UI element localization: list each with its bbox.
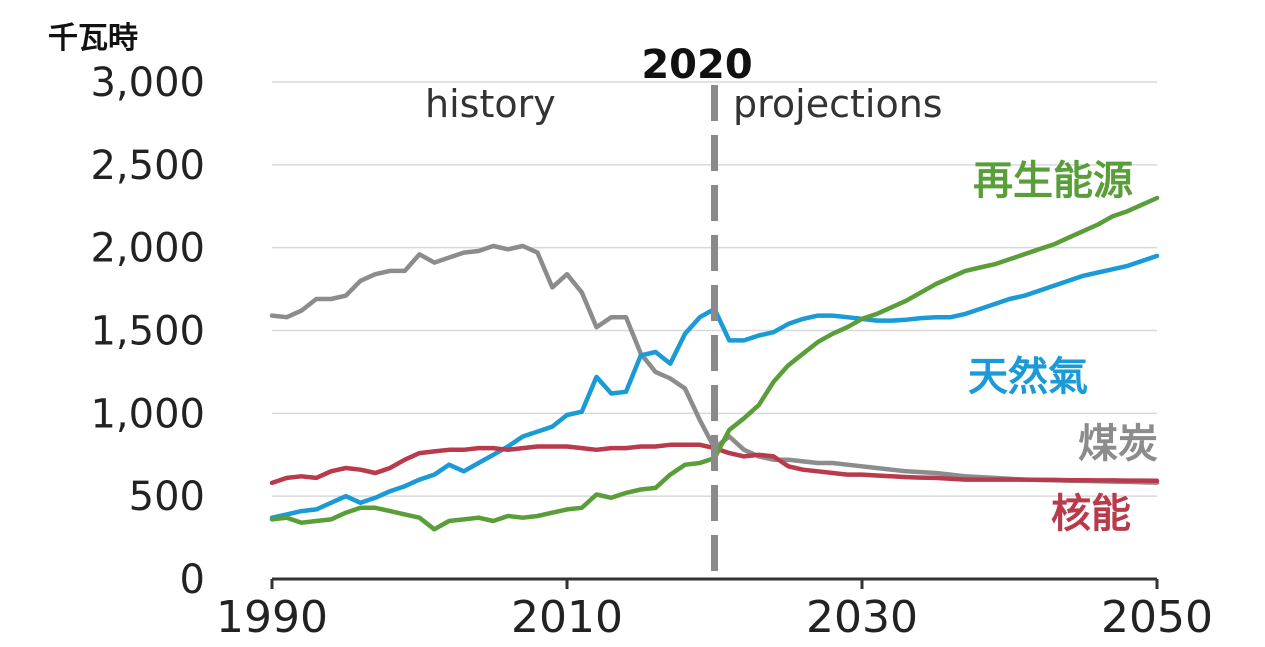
unit-label: 千瓦時 [48, 21, 138, 56]
chart-labels: 千瓦時 history projections 2020 再生能源 天然氣 煤炭… [48, 21, 1158, 537]
x-tick-label: 1990 [216, 592, 328, 643]
axes: 0 500 1,000 1,500 2,000 2,500 3,000 1990 2010 203… [90, 60, 1213, 643]
marker-year-label: 2020 [641, 42, 752, 88]
x-tick-label: 2050 [1101, 592, 1213, 643]
series-label-natural-gas: 天然氣 [968, 354, 1088, 400]
y-tick-label: 500 [129, 474, 205, 520]
y-tick-label: 2,500 [90, 143, 205, 189]
y-tick-label: 3,000 [90, 60, 205, 106]
y-tick-label: 0 [180, 557, 205, 603]
y-tick-label: 1,500 [90, 309, 205, 355]
y-tick-label: 1,000 [90, 391, 205, 437]
series-label-coal: 煤炭 [1078, 421, 1158, 467]
x-tick-label: 2010 [511, 592, 623, 643]
y-tick-label: 2,000 [90, 226, 205, 272]
series-label-renewables: 再生能源 [973, 158, 1133, 204]
series-label-nuclear: 核能 [1051, 491, 1131, 537]
projections-label: projections [733, 82, 943, 126]
x-tick-label: 2030 [806, 592, 918, 643]
history-label: history [425, 82, 556, 126]
